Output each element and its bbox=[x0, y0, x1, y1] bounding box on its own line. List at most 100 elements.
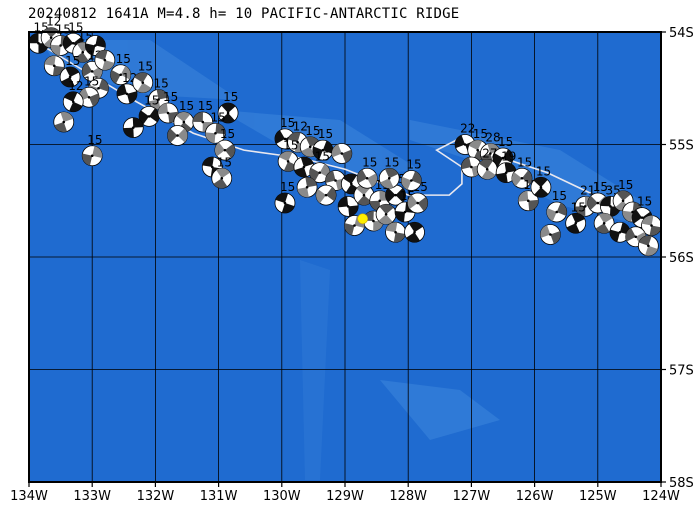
mechanism-label: 15 bbox=[473, 127, 488, 141]
mechanism-label: 15 bbox=[552, 189, 567, 203]
mechanism-label: 21 bbox=[580, 183, 595, 197]
focal-mechanism bbox=[94, 49, 116, 71]
mechanism-label: 15 bbox=[498, 135, 513, 149]
focal-mechanism bbox=[609, 221, 631, 243]
x-tick-label: 127W bbox=[453, 489, 491, 504]
y-tick-label: 54S bbox=[669, 26, 694, 41]
x-tick-label: 129W bbox=[326, 489, 364, 504]
focal-mechanism: 15 bbox=[530, 164, 552, 198]
mechanism-label: 27 bbox=[482, 146, 497, 160]
focal-mechanism bbox=[315, 184, 337, 206]
mechanism-label: 15 bbox=[318, 127, 333, 141]
mechanism-label: 15 bbox=[144, 93, 159, 107]
mechanism-label: 15 bbox=[406, 158, 421, 172]
mechanism-label: 15 bbox=[154, 77, 169, 91]
mechanism-label: 15 bbox=[84, 74, 99, 88]
focal-mechanism: 19 bbox=[495, 150, 517, 184]
mechanism-label: 15 bbox=[198, 99, 213, 113]
focal-mechanism bbox=[293, 156, 315, 178]
mechanism-label: 15 bbox=[637, 195, 652, 209]
mechanism-label: 19 bbox=[501, 150, 516, 164]
mechanism-label: 15 bbox=[163, 90, 178, 104]
focal-mechanism bbox=[296, 176, 318, 198]
focal-mechanism bbox=[593, 212, 615, 234]
graticule bbox=[29, 32, 661, 482]
focal-mechanism: 15 bbox=[378, 155, 400, 189]
focal-mechanism bbox=[122, 117, 144, 139]
focal-mechanism bbox=[337, 195, 359, 217]
focal-mechanism: 15 bbox=[132, 60, 154, 94]
focal-mechanism: 15 bbox=[59, 54, 81, 88]
mechanism-label: 15 bbox=[116, 52, 131, 66]
mechanism-label: 15 bbox=[68, 20, 83, 34]
focal-mechanism: 12 bbox=[116, 71, 138, 105]
mechanism-label: 15 bbox=[87, 133, 102, 147]
mechanism-label: 15 bbox=[280, 180, 295, 194]
mechanism-label: 15 bbox=[384, 155, 399, 169]
focal-mechanism: 15 bbox=[407, 180, 429, 214]
focal-mechanism bbox=[385, 221, 406, 243]
focal-mechanism: 12 bbox=[62, 79, 84, 113]
focal-mechanism bbox=[167, 125, 188, 146]
x-tick-label: 131W bbox=[200, 489, 238, 504]
focal-mechanism: 15 bbox=[217, 90, 239, 124]
focal-mechanism: 15 bbox=[612, 178, 634, 212]
mechanism-label: 15 bbox=[179, 99, 194, 113]
focal-mechanism bbox=[637, 235, 659, 257]
mechanism-label: 15 bbox=[571, 200, 586, 214]
y-tick-label: 55S bbox=[669, 139, 694, 154]
mechanism-label: 28 bbox=[485, 131, 500, 145]
x-tick-label: 125W bbox=[579, 489, 617, 504]
y-tick-label: 56S bbox=[669, 251, 694, 266]
mechanism-label: 15 bbox=[217, 155, 232, 169]
focal-mechanism bbox=[375, 203, 397, 225]
mechanism-label: 12 bbox=[68, 79, 83, 93]
focal-mechanism: 15 bbox=[211, 155, 233, 189]
focal-mechanism: 15 bbox=[400, 158, 422, 191]
mechanism-label: 15 bbox=[305, 124, 320, 138]
plate-boundary-line bbox=[28, 36, 662, 230]
focal-mechanism: 15 bbox=[110, 52, 132, 86]
x-tick-label: 132W bbox=[137, 489, 175, 504]
focal-mechanism bbox=[641, 215, 662, 236]
x-tick-label: 133W bbox=[73, 489, 111, 504]
focal-mechanism: 15 bbox=[309, 150, 331, 184]
x-tick-label: 124W bbox=[642, 489, 680, 504]
focal-mechanism: 15 bbox=[546, 189, 568, 223]
map-title: 20240812 1641A M=4.8 h= 10 PACIFIC-ANTAR… bbox=[28, 6, 460, 22]
focal-mechanism: 15 bbox=[81, 133, 103, 167]
x-tick-label: 126W bbox=[516, 489, 554, 504]
mechanism-label: 15 bbox=[315, 150, 330, 164]
mechanism-label: 15 bbox=[536, 164, 551, 178]
focal-mechanism bbox=[404, 221, 425, 243]
focal-mechanism: 15 bbox=[511, 155, 533, 189]
mechanism-label: 15 bbox=[283, 138, 298, 152]
epicenter-marker bbox=[357, 213, 368, 225]
mechanism-label: 12 bbox=[293, 119, 308, 133]
y-tick-label: 57S bbox=[669, 364, 694, 379]
focal-mechanism: 15 bbox=[274, 180, 296, 214]
mechanism-label: 15 bbox=[280, 116, 295, 130]
focal-mechanism bbox=[331, 143, 353, 164]
focal-mechanism: 15 bbox=[565, 200, 587, 234]
mechanism-label: 15 bbox=[618, 178, 633, 192]
focal-mechanism bbox=[43, 55, 65, 77]
mechanism-label: 15 bbox=[220, 127, 235, 141]
x-tick-label: 130W bbox=[263, 489, 301, 504]
focal-mechanism bbox=[540, 224, 561, 245]
mechanism-label: 15 bbox=[362, 155, 377, 169]
focal-mechanism: 15 bbox=[138, 93, 160, 127]
focal-mechanism bbox=[53, 111, 75, 133]
focal-mechanism: 27 bbox=[476, 146, 498, 180]
focal-mechanism: 15 bbox=[214, 127, 236, 161]
x-tick-label: 134W bbox=[10, 489, 48, 504]
focal-mechanism bbox=[460, 156, 482, 178]
y-tick-label: 58S bbox=[669, 476, 694, 491]
axis-ticks: 134W 133W 132W 131W 130W 129W 128W 127W 126W 125W… bbox=[10, 26, 694, 504]
mechanism-label: 15 bbox=[593, 180, 608, 194]
focal-mechanism bbox=[84, 35, 106, 56]
mechanism-label: 15 bbox=[223, 90, 238, 104]
mechanism-label: 22 bbox=[460, 122, 475, 136]
